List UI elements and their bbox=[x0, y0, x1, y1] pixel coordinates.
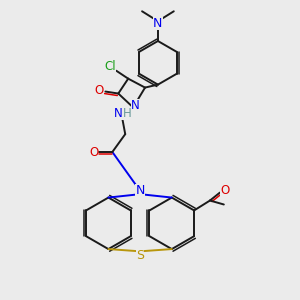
Text: H: H bbox=[123, 107, 132, 120]
Text: Cl: Cl bbox=[105, 60, 116, 73]
Text: O: O bbox=[95, 84, 104, 97]
Text: N: N bbox=[131, 99, 140, 112]
Text: O: O bbox=[220, 184, 230, 197]
Text: N: N bbox=[114, 107, 123, 120]
Text: O: O bbox=[89, 146, 98, 160]
Text: S: S bbox=[136, 248, 144, 262]
Text: N: N bbox=[153, 17, 163, 30]
Text: N: N bbox=[135, 184, 145, 197]
